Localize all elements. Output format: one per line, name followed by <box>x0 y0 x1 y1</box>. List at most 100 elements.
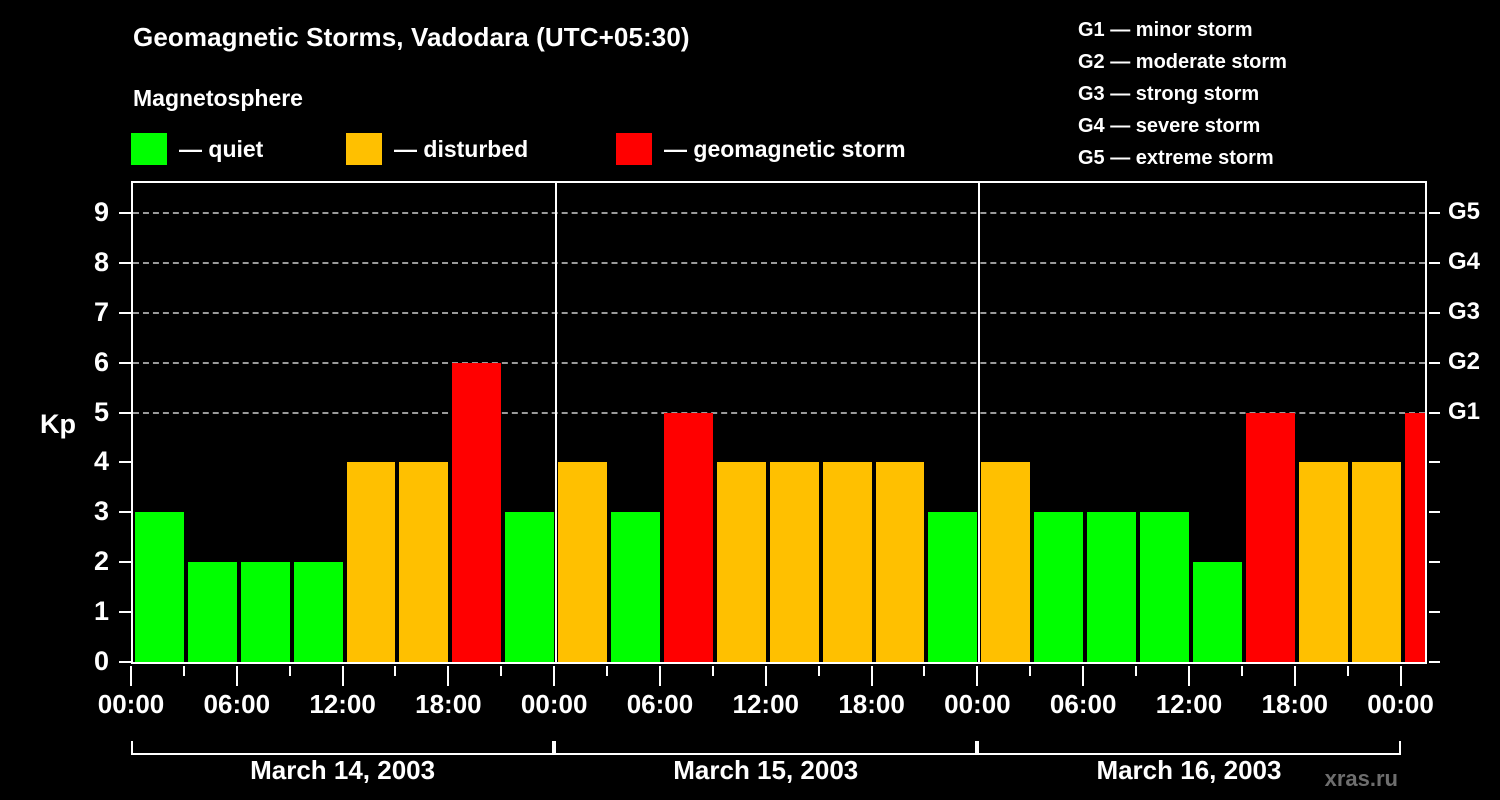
x-tick-label: 18:00 <box>1261 689 1329 719</box>
chart-bar <box>1245 412 1295 662</box>
g-scale-line-g5: G5 — extreme storm <box>1078 147 1274 169</box>
x-tick-minor <box>394 666 397 676</box>
y-tick-mark <box>119 561 131 564</box>
y-tick-mark <box>119 661 131 663</box>
x-tick-major <box>870 666 873 686</box>
legend-entry-storm: — geomagnetic storm <box>616 132 906 166</box>
chart-bar <box>452 362 502 662</box>
chart-bar <box>1404 412 1425 662</box>
y-tick-label: 9 <box>93 196 109 227</box>
right-axis-g-label: G1 <box>1448 397 1481 425</box>
right-axis-tick-mark <box>1429 611 1440 614</box>
x-tick-label: 06:00 <box>1049 689 1117 719</box>
right-axis-tick-mark <box>1429 261 1440 264</box>
plot-inner <box>133 183 1425 662</box>
g-scale-line-g3: G3 — strong storm <box>1078 83 1260 105</box>
g-scale-line-g1: G1 — minor storm <box>1078 19 1253 41</box>
red-swatch-icon <box>616 133 652 165</box>
y-tick-mark <box>119 461 131 464</box>
chart-bar <box>822 462 872 662</box>
y-tick-mark <box>119 211 131 214</box>
day-label: March 14, 2003 <box>250 755 436 785</box>
x-tick-major <box>658 666 661 686</box>
chart-bar <box>346 462 396 662</box>
page-title: Geomagnetic Storms, Vadodara (UTC+05:30) <box>133 22 690 52</box>
legend-label-disturbed: — disturbed <box>394 135 529 162</box>
right-axis-tick-mark <box>1429 511 1440 514</box>
legend-entry-disturbed: — disturbed <box>346 132 528 166</box>
y-tick-mark <box>119 261 131 264</box>
x-tick-label: 00:00 <box>944 689 1011 719</box>
y-tick-label: 6 <box>93 346 109 377</box>
day-band <box>131 741 555 755</box>
x-tick-label: 00:00 <box>97 689 165 719</box>
chart-bar <box>135 512 184 662</box>
y-tick-mark <box>119 361 131 364</box>
right-axis-tick-mark <box>1429 411 1440 414</box>
y-tick-mark <box>119 611 131 614</box>
gridline <box>133 261 1425 264</box>
x-tick-label: 18:00 <box>415 689 482 719</box>
y-tick-label: 7 <box>93 296 109 327</box>
x-tick-minor <box>711 666 714 676</box>
chart-bar <box>399 462 449 662</box>
legend-label-quiet: — quiet <box>179 135 264 162</box>
x-tick-major <box>1293 666 1296 686</box>
green-swatch-icon <box>131 133 167 165</box>
g-scale-line-g2: G2 — moderate storm <box>1078 51 1287 73</box>
day-band <box>977 741 1401 755</box>
g-scale-legend: G1 — minor storm G2 — moderate storm G3 … <box>1078 14 1287 174</box>
day-band <box>554 741 978 755</box>
day-label: March 16, 2003 <box>1096 755 1282 785</box>
day-divider <box>978 183 981 662</box>
y-tick-label: 2 <box>93 546 109 577</box>
x-tick-minor <box>923 666 926 676</box>
chart-bar <box>1298 462 1348 662</box>
chart-bar <box>611 512 660 662</box>
right-axis-tick-mark <box>1429 311 1440 314</box>
chart-bar <box>1351 462 1401 662</box>
y-tick-label: 3 <box>93 496 109 527</box>
x-tick-major <box>130 666 132 686</box>
right-axis-tick-mark <box>1429 461 1440 464</box>
y-tick-mark <box>119 411 131 414</box>
orange-swatch-icon <box>346 133 382 165</box>
x-tick-major <box>1399 666 1402 686</box>
x-tick-major <box>447 666 450 686</box>
day-label: March 15, 2003 <box>673 755 859 785</box>
x-tick-label: 12:00 <box>309 689 376 719</box>
chart-bar <box>558 462 608 662</box>
x-tick-minor <box>1240 666 1243 676</box>
x-tick-major <box>1082 666 1085 686</box>
x-tick-label: 06:00 <box>203 689 271 719</box>
right-axis-g-label: G4 <box>1448 247 1481 275</box>
right-axis-tick-mark <box>1429 561 1440 564</box>
x-tick-label: 12:00 <box>732 689 800 719</box>
x-tick-minor <box>182 666 185 676</box>
x-tick-major <box>976 666 979 686</box>
magnetosphere-subtitle: Magnetosphere <box>133 85 303 111</box>
chart-bar <box>240 562 290 662</box>
plot-area <box>131 181 1427 664</box>
g-scale-line-g4: G4 — severe storm <box>1078 115 1261 137</box>
gridline <box>133 411 1425 414</box>
watermark: xras.ru <box>1324 766 1398 791</box>
x-tick-major <box>764 666 767 686</box>
y-tick-label: 5 <box>93 396 109 427</box>
right-axis-g-label: G2 <box>1448 347 1481 375</box>
chart-bar <box>875 462 925 662</box>
x-tick-minor <box>1029 666 1032 676</box>
x-tick-label: 18:00 <box>838 689 905 719</box>
x-tick-label: 06:00 <box>626 689 694 719</box>
y-tick-mark <box>119 511 131 514</box>
right-axis-tick-mark <box>1429 361 1440 364</box>
chart-bar <box>1192 562 1242 662</box>
x-tick-minor <box>1135 666 1138 676</box>
x-tick-minor <box>1346 666 1349 676</box>
right-axis-g-label: G5 <box>1448 197 1481 225</box>
y-tick-label: 0 <box>93 646 109 676</box>
chart-bar <box>1034 512 1084 662</box>
right-axis-g-label: G3 <box>1448 297 1481 325</box>
x-tick-label: 00:00 <box>520 689 588 719</box>
x-tick-major <box>341 666 344 686</box>
